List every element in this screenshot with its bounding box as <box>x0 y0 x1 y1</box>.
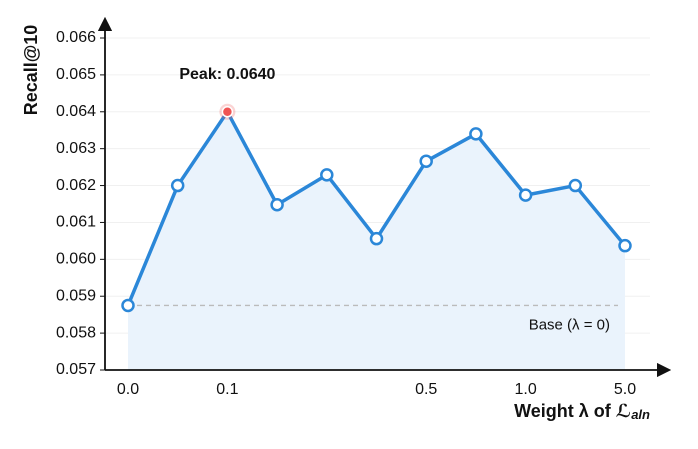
point <box>369 231 384 246</box>
point <box>469 127 483 141</box>
y-tick-label: 0.064 <box>56 103 96 120</box>
x-tick-label: 0.5 <box>415 381 437 398</box>
x-tick-label: 0.0 <box>117 381 139 398</box>
y-tick-label: 0.058 <box>56 324 96 341</box>
x-tick-label: 0.1 <box>216 381 238 398</box>
point <box>320 168 334 182</box>
point <box>518 188 533 202</box>
y-tick-label: 0.060 <box>56 251 96 268</box>
peak-point <box>221 106 234 118</box>
baseline-label: Base (λ = 0) <box>529 316 610 333</box>
y-tick-label: 0.065 <box>56 66 96 83</box>
plot: 0.057 0.058 0.059 0.060 0.061 0.062 0.063 0.064… <box>56 29 650 398</box>
y-tick-label: 0.061 <box>56 214 96 231</box>
point <box>618 238 632 253</box>
x-axis-title-main: Weight λ of ℒ <box>514 401 631 421</box>
peak-annotation: Peak: 0.0640 <box>179 66 275 83</box>
x-tick-label: 5.0 <box>614 381 636 398</box>
y-tick-label: 0.059 <box>56 287 96 304</box>
y-tick-label: 0.063 <box>56 140 96 157</box>
y-tick-label: 0.057 <box>56 361 96 378</box>
point <box>170 178 185 193</box>
x-axis-title-sub: aln <box>631 407 650 422</box>
y-axis-title: Recall@10 <box>21 25 41 116</box>
x-axis-title: Weight λ of ℒaln <box>514 401 650 423</box>
x-tick-label: 1.0 <box>514 381 536 398</box>
point <box>121 298 135 313</box>
point <box>270 197 284 212</box>
y-tick-label: 0.066 <box>56 29 96 46</box>
point <box>419 154 433 168</box>
y-tick-label: 0.062 <box>56 177 96 194</box>
point <box>568 178 583 193</box>
